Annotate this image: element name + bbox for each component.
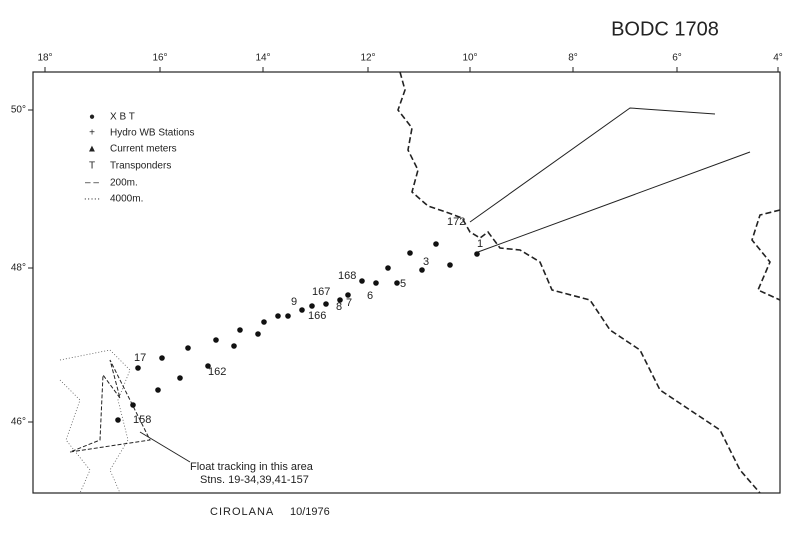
longitude-label: 8° [568,53,578,64]
xbt-dot [130,402,136,408]
legend-symbol: ····· [84,194,101,205]
station-label: 167 [312,286,330,298]
station-label: 1 [477,238,483,250]
station-label: 7 [346,297,352,309]
map-frame [32,71,781,494]
xbt-dot [255,331,261,337]
ship-track [477,151,751,253]
xbt-dot [299,307,305,313]
legend-label: 200m. [110,178,138,189]
station-label: 3 [423,256,429,268]
station-label: 158 [133,414,151,426]
longitude-label: 4° [773,53,783,64]
xbt-dot [337,297,343,303]
longitude-label: 16° [152,53,167,64]
latitude-label: 48° [11,263,26,274]
xbt-dot [323,301,329,307]
xbt-dot [407,250,413,256]
xbt-dot [115,417,121,423]
legend-symbol: ▲ [87,144,97,155]
station-label: 162 [208,366,226,378]
legend-label: Current meters [110,144,177,155]
station-label: 166 [308,310,326,322]
xbt-dot [419,267,425,273]
longitude-label: 6° [672,53,682,64]
xbt-dot [213,337,219,343]
xbt-dot [159,355,165,361]
longitude-label: 14° [255,53,270,64]
latitude-label: 50° [11,105,26,116]
xbt-dot [309,303,315,309]
legend-label: X B T [110,112,135,123]
station-labels: 172 1 3 5 6 168 167 78 9 166 17 162 158 [133,216,483,426]
float-area [69,359,151,453]
xbt-dot [155,387,161,393]
coastline [397,71,761,494]
xbt-dot [359,278,365,284]
ship-track [469,107,716,223]
station-label: 8 [336,301,342,313]
legend-symbol: + [89,128,95,139]
ship-name: CIROLANA [210,506,274,518]
legend-symbol: ● [89,112,95,123]
xbt-dot [231,343,237,349]
xbt-dot [185,345,191,351]
xbt-stations [115,241,480,423]
station-label: 172 [447,216,465,228]
annotation: Stns. 19-34,39,41-157 [200,474,309,486]
annotation: Float tracking in this area [190,461,314,473]
legend-symbol: – – [85,178,99,189]
xbt-dot [177,375,183,381]
station-label: 9 [291,296,297,308]
xbt-dot [373,280,379,286]
longitude-label: 10° [462,53,477,64]
station-label: 5 [400,278,406,290]
station-label: 6 [367,290,373,302]
station-label: 17 [134,352,146,364]
xbt-dot [474,251,480,257]
xbt-dot [447,262,453,268]
legend-symbol: T [89,161,95,172]
legend-label: Hydro WB Stations [110,128,194,139]
latitude-label: 46° [11,417,26,428]
annotation-arrow [139,431,191,463]
xbt-dot [205,363,211,369]
map-title: BODC 1708 [611,18,719,40]
xbt-dot [275,313,281,319]
xbt-dot [433,241,439,247]
legend: ● X B T + Hydro WB Stations ▲ Current meters T… [84,112,195,205]
isobath-4000 [59,349,131,494]
xbt-dot [394,280,400,286]
xbt-dot [385,265,391,271]
xbt-dot [261,319,267,325]
station-label: 168 [338,270,356,282]
xbt-dot [285,313,291,319]
xbt-dot [345,292,351,298]
longitude-label: 12° [360,53,375,64]
coastline [751,209,781,301]
xbt-dot [237,327,243,333]
cruise-date: 10/1976 [290,506,330,518]
legend-label: 4000m. [110,194,143,205]
legend-label: Transponders [110,161,171,172]
graticule: 18° 16° 14° 12° 10° 8° 6° 4° 50° 48° 46° [11,53,783,428]
longitude-label: 18° [37,53,52,64]
xbt-dot [135,365,141,371]
